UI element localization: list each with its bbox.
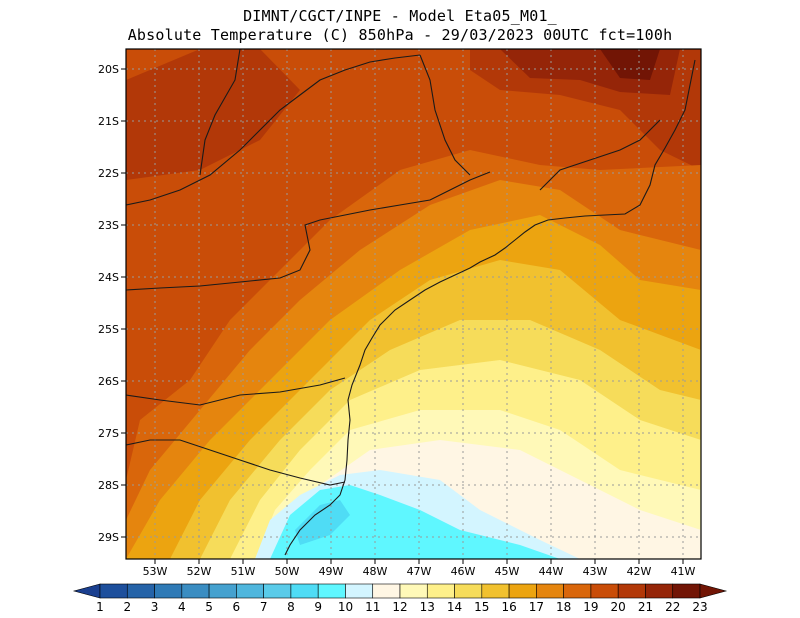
colorbar-label: 19 — [583, 600, 598, 614]
lat-label: 21S — [98, 115, 119, 128]
lon-label: 51W — [231, 565, 256, 578]
colorbar-segment — [672, 583, 701, 599]
lon-label: 48W — [363, 565, 388, 578]
colorbar-segment — [263, 583, 292, 599]
lon-label: 44W — [539, 565, 564, 578]
lon-label: 41W — [671, 565, 696, 578]
lat-label: 24S — [98, 271, 119, 284]
lon-label: 47W — [407, 565, 432, 578]
temperature-field — [126, 49, 701, 559]
colorbar-label: 3 — [151, 600, 159, 614]
lon-label: 53W — [143, 565, 168, 578]
colorbar-segment — [426, 583, 455, 599]
colorbar-segment — [208, 583, 237, 599]
state-border-1 — [126, 171, 491, 291]
state-border-5 — [419, 54, 471, 176]
colorbar-label: 23 — [692, 600, 707, 614]
colorbar-label: 10 — [338, 600, 353, 614]
colorbar-segment — [372, 583, 401, 599]
colorbar-label: 4 — [178, 600, 186, 614]
colorbar-label: 1 — [96, 600, 104, 614]
lon-label: 49W — [319, 565, 344, 578]
lat-label: 29S — [98, 531, 119, 544]
colorbar-label: 22 — [665, 600, 680, 614]
lon-label: 50W — [275, 565, 300, 578]
colorbar-arrow-high — [699, 583, 728, 599]
lat-label: 20S — [98, 63, 119, 76]
colorbar-segment — [317, 583, 346, 599]
state-border-2 — [126, 377, 346, 406]
colorbar-arrow-low — [72, 583, 101, 599]
colorbar-segment — [181, 583, 210, 599]
lat-label: 22S — [98, 167, 119, 180]
colorbar-segment — [563, 583, 592, 599]
lon-label: 43W — [583, 565, 608, 578]
state-border-3 — [126, 439, 346, 486]
lat-label: 26S — [98, 375, 119, 388]
chart-title-line2: Absolute Temperature (C) 850hPa - 29/03/… — [127, 26, 673, 44]
coastline — [284, 59, 696, 556]
lon-label: 42W — [627, 565, 652, 578]
colorbar: 1 2 3 4 5 6 7 8 9 10 11 12 13 14 15 16 17 18 19 20 21 22 23 — [72, 583, 728, 614]
colorbar-segment — [454, 583, 483, 599]
colorbar-label: 18 — [556, 600, 571, 614]
colorbar-label: 8 — [287, 600, 295, 614]
chart-title-line1: DIMNT/CGCT/INPE - Model Eta05_M01_ — [243, 7, 557, 25]
colorbar-label: 12 — [392, 600, 407, 614]
colorbar-label: 17 — [529, 600, 544, 614]
lat-label: 23S — [98, 219, 119, 232]
colorbar-segment — [99, 583, 128, 599]
sao-paulo-parana-border — [126, 54, 421, 206]
colorbar-segment — [236, 583, 264, 599]
colorbar-label: 16 — [501, 600, 516, 614]
colorbar-segment — [590, 583, 619, 599]
colorbar-label: 2 — [123, 600, 131, 614]
colorbar-label: 6 — [233, 600, 241, 614]
lat-label: 28S — [98, 479, 119, 492]
colorbar-label: 7 — [260, 600, 268, 614]
colorbar-segment — [617, 583, 646, 599]
colorbar-segment — [645, 583, 674, 599]
colorbar-label: 20 — [611, 600, 626, 614]
colorbar-label: 5 — [205, 600, 213, 614]
state-border-6 — [539, 119, 661, 191]
colorbar-segment — [508, 583, 537, 599]
colorbar-label: 11 — [365, 600, 380, 614]
lon-label: 45W — [495, 565, 520, 578]
map-frame — [125, 48, 702, 560]
lat-label: 27S — [98, 427, 119, 440]
lon-label: 46W — [451, 565, 476, 578]
colorbar-label: 21 — [638, 600, 653, 614]
colorbar-label: 13 — [420, 600, 435, 614]
colorbar-segment — [345, 583, 374, 599]
coastline-and-borders — [126, 49, 696, 556]
state-border-4 — [199, 49, 241, 176]
colorbar-segment — [290, 583, 319, 599]
colorbar-label: 14 — [447, 600, 462, 614]
graticule — [126, 49, 701, 559]
colorbar-segment — [481, 583, 510, 599]
lat-label: 25S — [98, 323, 119, 336]
lon-label: 52W — [187, 565, 212, 578]
colorbar-segment — [126, 583, 155, 599]
colorbar-segment — [399, 583, 428, 599]
colorbar-label: 9 — [314, 600, 322, 614]
colorbar-label: 15 — [474, 600, 489, 614]
colorbar-segment — [536, 583, 564, 599]
colorbar-segment — [154, 583, 183, 599]
